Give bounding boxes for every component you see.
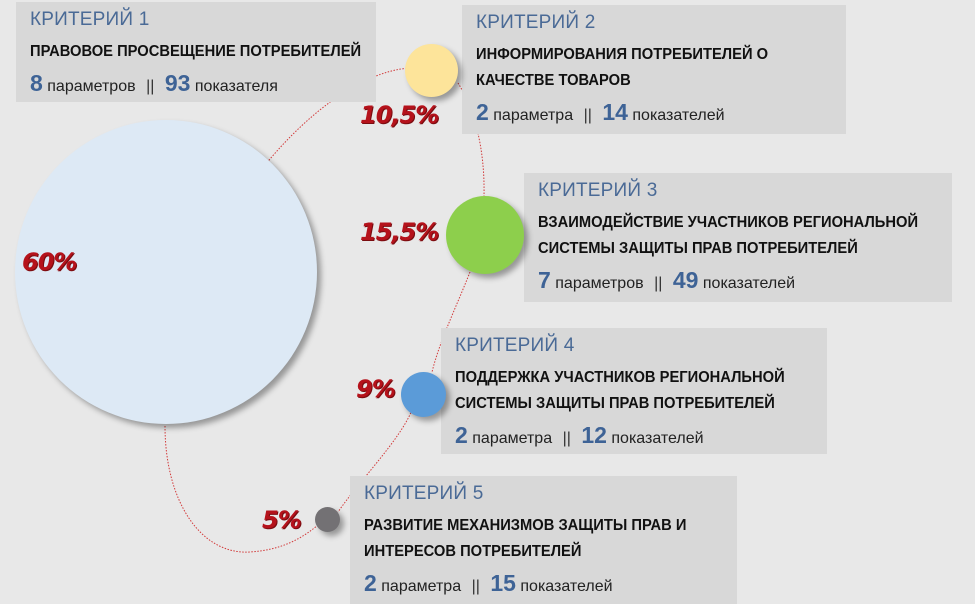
percent-criterion-5: 5% <box>262 506 302 534</box>
params-word: параметра <box>472 430 553 447</box>
criterion-stats: 2 параметра || 15 показателей <box>364 569 737 601</box>
criterion-title-line-1: РАЗВИТИЕ МЕХАНИЗМОВ ЗАЩИТЫ ПРАВ И <box>364 517 687 534</box>
criterion-title-line-1: ПОДДЕРЖКА УЧАСТНИКОВ РЕГИОНАЛЬНОЙ <box>455 369 785 386</box>
params-count: 7 <box>538 267 551 293</box>
criterion-stats: 2 параметра || 12 показателей <box>455 421 827 453</box>
params-word: параметра <box>493 107 574 124</box>
indicators-word: показателей <box>702 275 796 292</box>
circle-criterion-4 <box>401 372 446 417</box>
criterion-card-4: КРИТЕРИЙ 4 ПОДДЕРЖКА УЧАСТНИКОВ РЕГИОНАЛ… <box>441 328 827 454</box>
circle-criterion-3 <box>446 196 524 274</box>
params-count: 2 <box>476 99 489 125</box>
percent-criterion-3: 15,5% <box>360 218 439 246</box>
percent-criterion-2: 10,5% <box>360 101 439 129</box>
circle-criterion-5 <box>315 507 340 532</box>
criterion-title: ПРАВОВОЕ ПРОСВЕЩЕНИЕ ПОТРЕБИТЕЛЕЙ <box>30 43 362 60</box>
percent-criterion-4: 9% <box>356 375 396 403</box>
indicators-word: показателей <box>611 430 704 447</box>
circle-criterion-2 <box>405 44 458 97</box>
indicators-count: 14 <box>602 99 628 125</box>
criterion-label: КРИТЕРИЙ 2 <box>476 12 596 33</box>
indicators-word: показателей <box>520 578 613 595</box>
separator: || <box>146 78 155 95</box>
criterion-title-line-2: ИНТЕРЕСОВ ПОТРЕБИТЕЛЕЙ <box>364 543 582 560</box>
criterion-label: КРИТЕРИЙ 3 <box>538 180 658 201</box>
indicators-count: 93 <box>164 70 191 96</box>
criterion-title-line-2: СИСТЕМЫ ЗАЩИТЫ ПРАВ ПОТРЕБИТЕЛЕЙ <box>455 395 775 412</box>
separator: || <box>562 430 571 447</box>
criterion-label: КРИТЕРИЙ 1 <box>30 9 150 30</box>
criterion-stats: 7 параметров || 49 показателей <box>538 266 952 298</box>
criterion-stats: 8 параметров || 93 показателя <box>30 69 376 101</box>
indicators-word: показателя <box>194 78 278 95</box>
criterion-title-line-1: ВЗАИМОДЕЙСТВИЕ УЧАСТНИКОВ РЕГИОНАЛЬНОЙ <box>538 214 919 231</box>
params-count: 2 <box>364 570 377 596</box>
criterion-stats: 2 параметра || 14 показателей <box>476 98 846 130</box>
criterion-label: КРИТЕРИЙ 4 <box>455 335 575 356</box>
criterion-card-5: КРИТЕРИЙ 5 РАЗВИТИЕ МЕХАНИЗМОВ ЗАЩИТЫ ПР… <box>350 476 737 604</box>
circle-criterion-1 <box>15 120 317 424</box>
criterion-label: КРИТЕРИЙ 5 <box>364 483 484 504</box>
separator: || <box>654 275 663 292</box>
indicators-count: 49 <box>672 267 699 293</box>
params-word: параметра <box>381 578 462 595</box>
criterion-card-2: КРИТЕРИЙ 2 ИНФОРМИРОВАНИЯ ПОТРЕБИТЕЛЕЙ О… <box>462 5 846 134</box>
params-word: параметров <box>555 275 644 292</box>
criterion-title-line-1: ИНФОРМИРОВАНИЯ ПОТРЕБИТЕЛЕЙ О <box>476 46 769 63</box>
params-word: параметров <box>47 78 136 95</box>
indicators-count: 12 <box>581 422 607 448</box>
criterion-card-1: КРИТЕРИЙ 1 ПРАВОВОЕ ПРОСВЕЩЕНИЕ ПОТРЕБИТ… <box>16 2 376 102</box>
indicators-word: показателей <box>632 107 725 124</box>
indicators-count: 15 <box>490 570 516 596</box>
separator: || <box>471 578 480 595</box>
params-count: 8 <box>30 70 43 96</box>
params-count: 2 <box>455 422 468 448</box>
criterion-card-3: КРИТЕРИЙ 3 ВЗАИМОДЕЙСТВИЕ УЧАСТНИКОВ РЕГ… <box>524 173 952 302</box>
criterion-title-line-2: КАЧЕСТВЕ ТОВАРОВ <box>476 72 631 89</box>
percent-criterion-1: 60% <box>22 248 77 276</box>
criterion-title-line-2: СИСТЕМЫ ЗАЩИТЫ ПРАВ ПОТРЕБИТЕЛЕЙ <box>538 240 858 257</box>
separator: || <box>583 107 592 124</box>
